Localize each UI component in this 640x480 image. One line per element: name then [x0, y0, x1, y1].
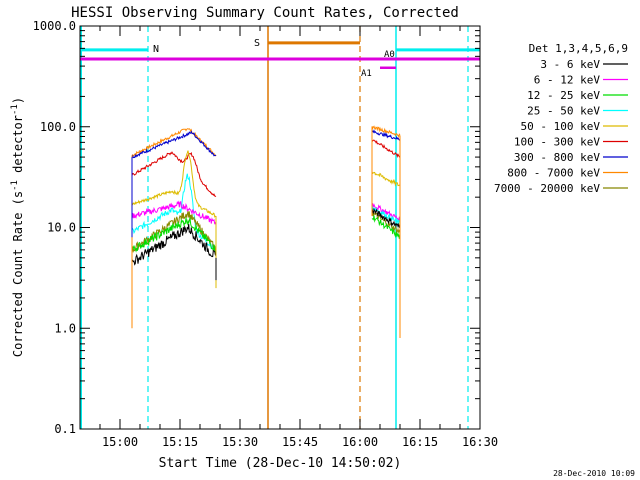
legend-title: Det 1,3,4,5,6,9 — [529, 42, 628, 55]
series-trace — [371, 139, 401, 158]
y-tick-label: 100.0 — [40, 120, 76, 134]
flags-layer: N S A1 A0 — [80, 26, 480, 429]
series-trace — [131, 151, 217, 198]
x-tick-label: 15:30 — [222, 435, 258, 449]
y-tick-label: 1.0 — [54, 321, 76, 335]
flag-label-A1: A1 — [361, 69, 372, 79]
flag-label-A0: A0 — [384, 50, 395, 60]
y-axis-label: Corrected Count Rate (s-1 detector-1) — [10, 97, 25, 357]
x-tick-label: 16:00 — [342, 435, 378, 449]
legend-label: 800 - 7000 keV — [507, 167, 600, 180]
x-axis-label: Start Time (28-Dec-10 14:50:02) — [159, 456, 402, 471]
y-tick-label: 10.0 — [47, 221, 76, 235]
series-trace — [371, 207, 401, 228]
flag-label-N: N — [153, 44, 159, 55]
series-trace — [131, 200, 217, 226]
timestamp: 28-Dec-2010 10:09 — [553, 469, 635, 478]
y-axis: 0.1 1.0 10.0 100.0 1000.0 — [33, 19, 480, 436]
x-tick-label: 16:30 — [462, 435, 498, 449]
legend-label: 6 - 12 keV — [534, 74, 601, 87]
x-axis: 15:00 15:15 15:30 15:45 16:00 16:15 16:30 — [79, 26, 498, 449]
series-trace — [371, 171, 401, 187]
series-layer — [131, 125, 401, 339]
series-trace — [371, 211, 401, 235]
series-trace — [371, 215, 401, 239]
legend-label: 3 - 6 keV — [540, 58, 600, 71]
legend-label: 300 - 800 keV — [514, 151, 600, 164]
x-tick-label: 15:15 — [162, 435, 198, 449]
series-trace — [131, 150, 217, 218]
x-tick-label: 16:15 — [402, 435, 438, 449]
series-trace — [372, 129, 401, 141]
plot-frame — [79, 25, 481, 430]
legend-label: 100 - 300 keV — [514, 136, 600, 149]
series-trace — [131, 173, 217, 252]
legend-label: 25 - 50 keV — [527, 105, 600, 118]
legend: Det 1,3,4,5,6,9 3 - 6 keV 6 - 12 keV 12 - … — [494, 42, 628, 195]
series-trace — [132, 217, 217, 253]
legend-label: 12 - 25 keV — [527, 89, 600, 102]
series-trace — [371, 125, 401, 138]
series-trace — [131, 130, 217, 159]
y-tick-label: 1000.0 — [33, 19, 76, 33]
series-trace — [131, 223, 217, 266]
legend-label: 7000 - 20000 keV — [494, 182, 600, 195]
x-tick-label: 15:45 — [282, 435, 318, 449]
flag-label-S: S — [254, 38, 260, 49]
y-tick-label: 0.1 — [54, 422, 76, 436]
x-tick-label: 15:00 — [102, 435, 138, 449]
legend-label: 50 - 100 keV — [521, 120, 601, 133]
chart-title: HESSI Observing Summary Count Rates, Cor… — [71, 5, 459, 21]
